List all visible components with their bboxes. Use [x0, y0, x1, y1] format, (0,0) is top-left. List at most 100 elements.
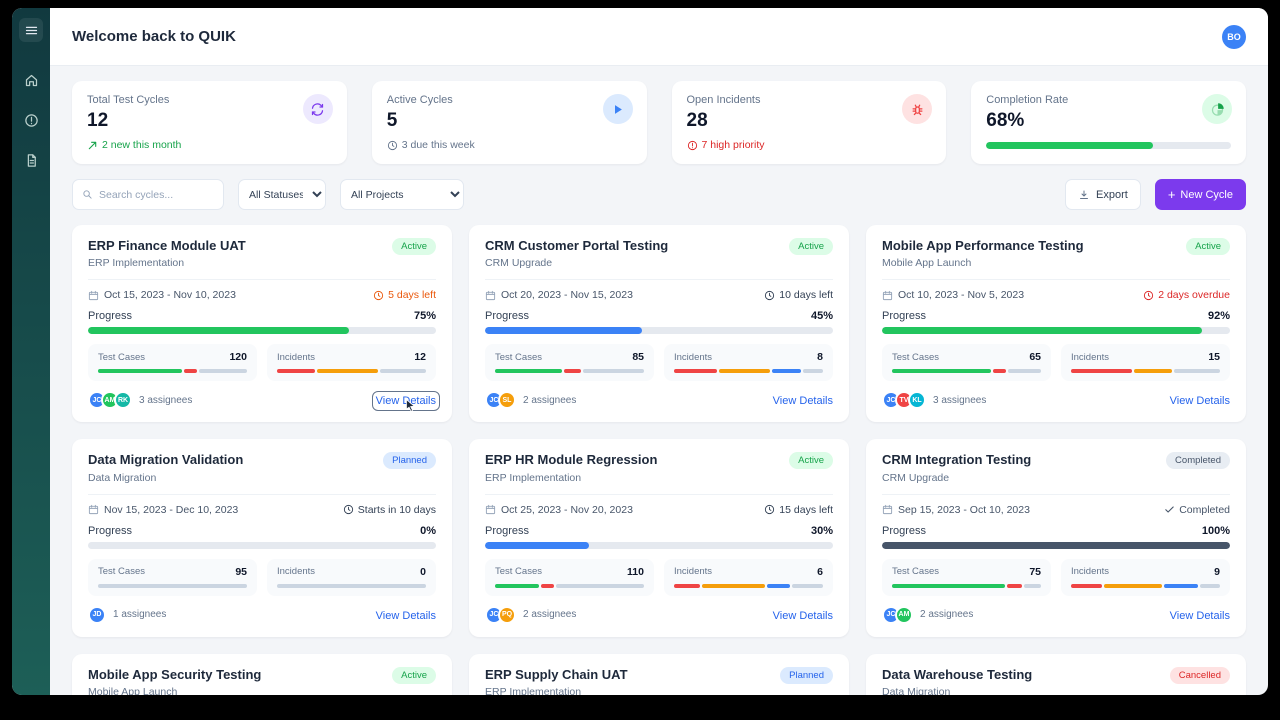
- incidents-bar: [1071, 369, 1220, 374]
- due-wrap: 5 days left: [373, 289, 436, 301]
- test-cases-bar: [495, 583, 644, 588]
- incidents-value: 12: [414, 351, 426, 364]
- search-input[interactable]: [99, 188, 214, 201]
- export-button[interactable]: Export: [1065, 179, 1141, 210]
- cycle-title: ERP Supply Chain UAT: [485, 666, 628, 682]
- search-box: [72, 179, 224, 210]
- view-details-link[interactable]: View Details: [772, 609, 833, 622]
- sidebar-item-home[interactable]: [19, 68, 43, 92]
- bar-segment: [791, 583, 823, 588]
- calendar-icon: [882, 504, 893, 515]
- progress-row: Progress 45%: [485, 310, 833, 322]
- progress-bar: [485, 541, 833, 549]
- view-details-link[interactable]: View Details: [1169, 395, 1230, 408]
- incidents-label: Incidents: [1071, 351, 1110, 363]
- progress-label: Progress: [88, 310, 133, 323]
- home-icon: [25, 74, 37, 86]
- incidents-stat: Incidents 8: [664, 344, 833, 382]
- menu-toggle-button[interactable]: [19, 18, 43, 42]
- document-icon: [27, 153, 36, 167]
- bar-segment: [1071, 583, 1103, 588]
- progress-label: Progress: [485, 310, 530, 323]
- bar-segment: [1133, 369, 1172, 374]
- sidebar-item-reports[interactable]: [19, 148, 43, 172]
- clock-icon: [387, 140, 397, 150]
- refresh-icon: [302, 94, 333, 124]
- sidebar-item-incidents[interactable]: [19, 108, 43, 132]
- view-details-link[interactable]: View Details: [772, 395, 833, 408]
- new-cycle-button[interactable]: + New Cycle: [1154, 179, 1246, 210]
- bar-segment: [1007, 583, 1022, 588]
- incidents-value: 0: [420, 565, 426, 578]
- cycle-card: ERP HR Module Regression ERP Implementat…: [469, 439, 849, 637]
- stat-value: 68%: [986, 110, 1025, 131]
- status-filter[interactable]: All Statuses: [238, 179, 326, 210]
- stat-subtext: 7 high priority: [687, 139, 932, 151]
- bar-segment: [495, 369, 562, 374]
- assignees-count: 2 assignees: [523, 394, 577, 406]
- bar-segment: [555, 583, 644, 588]
- download-icon: [1080, 190, 1089, 199]
- status-badge: Completed: [1166, 452, 1230, 470]
- card-foot: JD 1 assignees View Details: [88, 605, 436, 624]
- cycle-card: Data Warehouse Testing Data Migration Ca…: [866, 653, 1246, 695]
- play-icon: [602, 94, 633, 124]
- divider: [485, 493, 833, 495]
- progress-fill: [485, 541, 590, 549]
- test-cases-label: Test Cases: [98, 351, 145, 363]
- card-head: Mobile App Performance Testing Mobile Ap…: [882, 238, 1230, 269]
- export-label: Export: [1096, 188, 1128, 201]
- cycle-project: CRM Upgrade: [485, 257, 553, 270]
- view-details-link[interactable]: View Details: [375, 609, 436, 622]
- project-filter[interactable]: All Projects: [340, 179, 464, 210]
- assignee-avatar: JD: [88, 605, 106, 624]
- divider: [88, 493, 436, 495]
- view-details-link[interactable]: View Details: [371, 391, 441, 412]
- cycle-card: CRM Customer Portal Testing CRM Upgrade …: [469, 225, 849, 423]
- progress-label: Progress: [485, 524, 530, 537]
- pie-chart-icon: [1202, 94, 1232, 124]
- bar-segment: [718, 369, 771, 374]
- bar-segment: [766, 583, 790, 588]
- bar-segment: [772, 369, 801, 374]
- user-avatar[interactable]: BO: [1222, 24, 1246, 49]
- filter-toolbar: All Statuses All Projects Export + New C…: [72, 179, 1246, 210]
- bug-icon: [902, 94, 933, 124]
- incidents-label: Incidents: [1071, 566, 1110, 577]
- bar-segment: [892, 369, 991, 374]
- header: Welcome back to QUIK BO: [50, 8, 1268, 66]
- date-range-wrap: Oct 15, 2023 - Nov 10, 2023: [88, 289, 236, 301]
- date-row: Sep 15, 2023 - Oct 10, 2023 Completed: [882, 504, 1230, 516]
- bar-segment: [1199, 583, 1220, 588]
- date-range: Oct 10, 2023 - Nov 5, 2023: [898, 289, 1025, 302]
- due-wrap: Completed: [1164, 504, 1230, 516]
- incidents-stat: Incidents 12: [267, 344, 436, 382]
- progress-value: 92%: [1207, 310, 1230, 323]
- incidents-value: 9: [1214, 565, 1220, 578]
- view-details-link[interactable]: View Details: [1169, 609, 1230, 622]
- incidents-stat: Incidents 6: [664, 558, 833, 596]
- bar-segment: [1163, 583, 1198, 588]
- card-foot: JC SL 2 assignees View Details: [485, 391, 833, 410]
- completion-progress-fill: [986, 142, 1153, 149]
- status-badge: Planned: [780, 666, 833, 684]
- bar-segment: [277, 583, 426, 588]
- stat-subtext: 3 due this week: [387, 139, 632, 151]
- card-head: Mobile App Security Testing Mobile App L…: [88, 666, 436, 695]
- status-badge: Active: [789, 238, 833, 255]
- stat-label: Open Incidents: [686, 94, 761, 106]
- bar-segment: [583, 369, 644, 374]
- incidents-bar: [1071, 583, 1220, 588]
- bar-segment: [277, 369, 315, 374]
- progress-fill: [882, 541, 1230, 549]
- cycle-project: ERP Implementation: [88, 257, 185, 270]
- assignee-avatar: AM: [895, 605, 913, 624]
- test-cases-stat: Test Cases 75: [882, 558, 1051, 596]
- progress-label: Progress: [882, 524, 927, 537]
- alert-circle-icon: [687, 140, 697, 150]
- progress-bar: [882, 541, 1230, 549]
- stat-card-active-cycles: Active Cycles 5 3 due this week: [371, 81, 647, 164]
- date-range-wrap: Nov 15, 2023 - Dec 10, 2023: [88, 504, 238, 516]
- calendar-icon: [485, 290, 496, 300]
- mini-stats: Test Cases 65 Incidents 15: [882, 344, 1230, 382]
